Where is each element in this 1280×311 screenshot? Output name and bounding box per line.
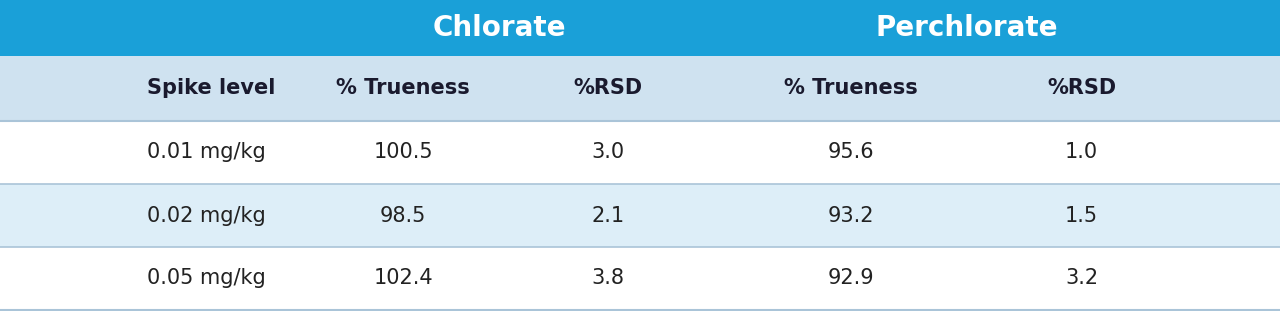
Text: 1.5: 1.5 [1065, 206, 1098, 225]
Bar [0, 56, 1280, 121]
Text: 98.5: 98.5 [380, 206, 426, 225]
Bar [0, 184, 1280, 247]
Text: %RSD: %RSD [1047, 78, 1116, 99]
Text: 0.01 mg/kg: 0.01 mg/kg [147, 142, 266, 163]
Text: 93.2: 93.2 [828, 206, 874, 225]
Text: % Trueness: % Trueness [337, 78, 470, 99]
Text: 0.02 mg/kg: 0.02 mg/kg [147, 206, 266, 225]
Text: 1.0: 1.0 [1065, 142, 1098, 163]
Text: 102.4: 102.4 [374, 268, 433, 289]
Bar [0, 0, 1280, 56]
Text: 2.1: 2.1 [591, 206, 625, 225]
Text: % Trueness: % Trueness [785, 78, 918, 99]
Bar [0, 247, 1280, 310]
Text: Perchlorate: Perchlorate [876, 14, 1057, 42]
Text: 3.0: 3.0 [591, 142, 625, 163]
Text: 95.6: 95.6 [828, 142, 874, 163]
Text: %RSD: %RSD [573, 78, 643, 99]
Text: 3.8: 3.8 [591, 268, 625, 289]
Text: 3.2: 3.2 [1065, 268, 1098, 289]
Text: Chlorate: Chlorate [433, 14, 566, 42]
Text: 100.5: 100.5 [374, 142, 433, 163]
Text: 0.05 mg/kg: 0.05 mg/kg [147, 268, 266, 289]
Text: 92.9: 92.9 [828, 268, 874, 289]
Text: Spike level: Spike level [147, 78, 275, 99]
Bar [0, 121, 1280, 184]
